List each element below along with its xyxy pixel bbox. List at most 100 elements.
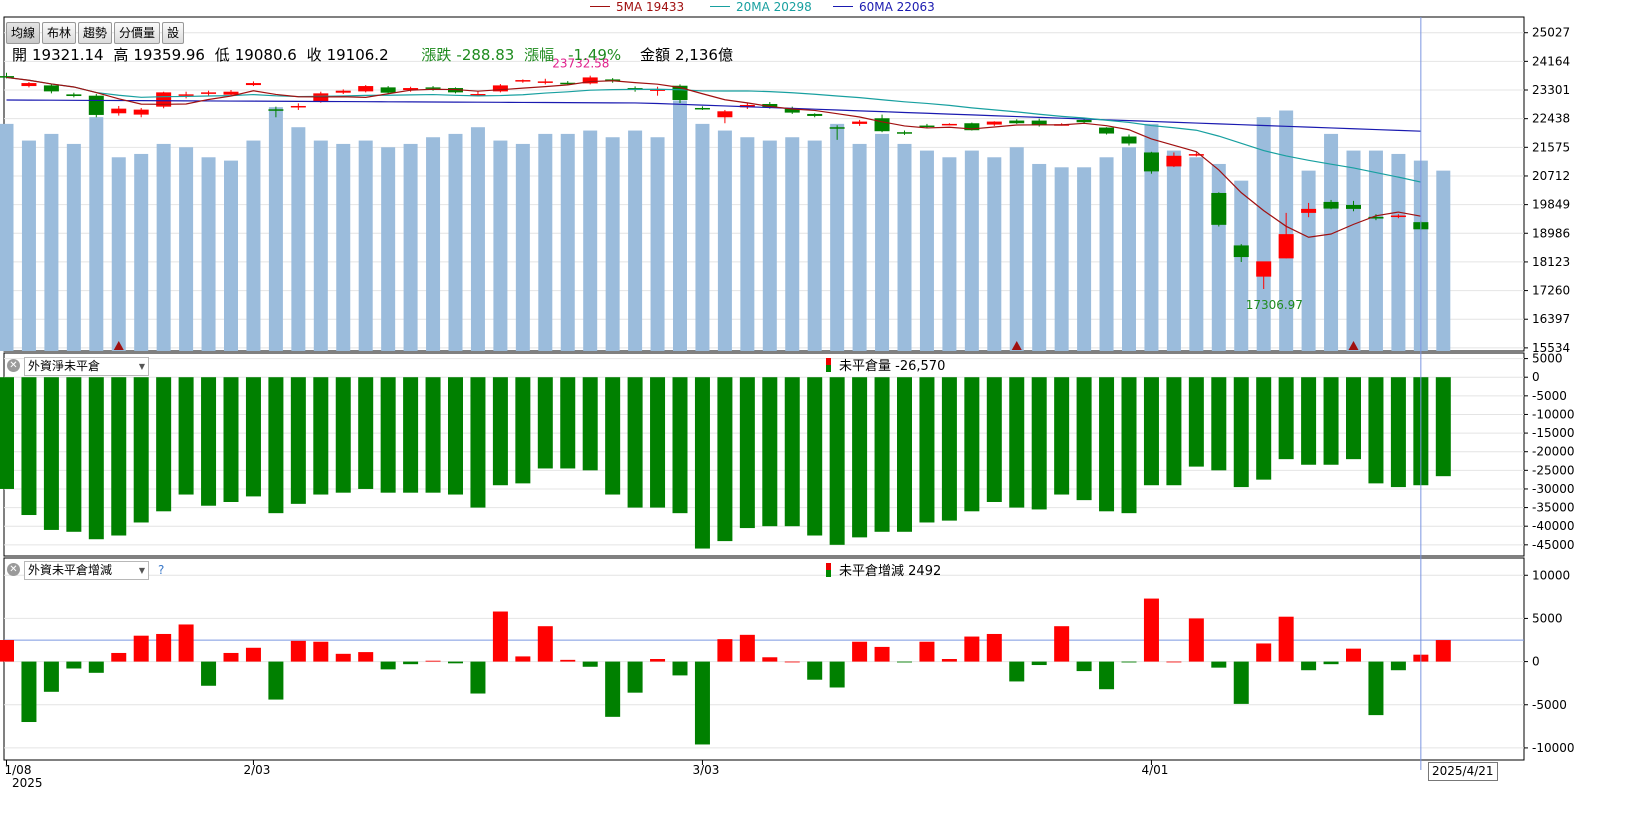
ma60-line bbox=[6, 99, 1421, 132]
open-interest-bar bbox=[245, 377, 261, 497]
oi-change-bar bbox=[919, 641, 935, 662]
open-interest-bar bbox=[21, 377, 37, 516]
open-interest-bar bbox=[313, 377, 329, 495]
change-label: 漲跌 bbox=[421, 46, 452, 64]
x-tick-label: 3/03 bbox=[692, 763, 719, 777]
panel2-indicator-select[interactable]: 外資淨未平倉 ▼ bbox=[24, 357, 149, 376]
volume-bar bbox=[66, 143, 81, 351]
volume-bar bbox=[358, 140, 373, 351]
amount-value: 2,136億 bbox=[675, 46, 733, 64]
oi-change-bar bbox=[1143, 598, 1159, 662]
chart-toolbar: 均線 布林 趨勢 分價量 設 bbox=[6, 22, 185, 44]
open-interest-bar bbox=[582, 377, 598, 471]
open-interest-bar bbox=[1301, 377, 1317, 465]
open-interest-bar bbox=[403, 377, 419, 493]
y-tick-label: -10000 bbox=[1532, 741, 1575, 755]
oi-change-bar bbox=[335, 653, 351, 662]
open-interest-bar bbox=[448, 377, 463, 495]
chevron-down-icon: ▼ bbox=[138, 566, 145, 575]
volume-bar bbox=[1211, 163, 1226, 351]
panel3-indicator-select[interactable]: 外資未平倉增減 ▼ bbox=[24, 561, 149, 580]
candle bbox=[290, 105, 306, 108]
open-interest-bar bbox=[358, 377, 374, 489]
open-interest-bar bbox=[1368, 377, 1384, 484]
open-interest-bar bbox=[1256, 377, 1272, 480]
oi-change-bar bbox=[627, 661, 643, 693]
settings-button[interactable]: 設 bbox=[162, 22, 185, 44]
volume-bar bbox=[21, 140, 36, 351]
oi-change-bar bbox=[358, 652, 374, 662]
volume-bar bbox=[830, 123, 845, 351]
open-interest-bar bbox=[986, 377, 1002, 502]
volume-bar bbox=[1009, 147, 1024, 351]
candle bbox=[111, 108, 127, 114]
open-interest-bar bbox=[1143, 377, 1159, 486]
ma-button[interactable]: 均線 bbox=[6, 22, 41, 44]
red-green-icon bbox=[826, 563, 831, 577]
panel2-title: 未平倉量 -26,570 bbox=[826, 355, 945, 374]
open-interest-bar bbox=[111, 377, 127, 536]
volume-bar bbox=[740, 137, 755, 351]
close-panel3-icon[interactable]: ✕ bbox=[7, 563, 20, 576]
candle bbox=[1301, 208, 1317, 213]
close-panel2-icon[interactable]: ✕ bbox=[7, 359, 20, 372]
y-tick-label: 16397 bbox=[1532, 312, 1570, 326]
open-interest-bar bbox=[897, 377, 912, 532]
close-label: 收 bbox=[306, 46, 322, 64]
volume-bar bbox=[515, 143, 530, 351]
y-tick-label: 20712 bbox=[1532, 169, 1570, 183]
y-tick-label: 25027 bbox=[1532, 26, 1570, 40]
candle bbox=[223, 91, 239, 95]
ohlc-info: 開 19321.14 高 19359.96 低 19080.6 收 19106.2 漲跌… bbox=[12, 44, 738, 65]
open-interest-bar bbox=[1211, 377, 1227, 471]
oi-change-bar bbox=[807, 661, 823, 680]
candle bbox=[1121, 136, 1137, 144]
volume-bar bbox=[0, 123, 14, 351]
oi-change-bar bbox=[1076, 661, 1092, 672]
open-label: 開 bbox=[12, 46, 28, 64]
volume-profile-button[interactable]: 分價量 bbox=[114, 22, 161, 44]
x-tick-label: 2/03 bbox=[243, 763, 270, 777]
candle bbox=[1211, 192, 1227, 225]
open-interest-bar bbox=[156, 377, 172, 512]
ma5-line bbox=[6, 76, 1421, 238]
candle bbox=[88, 95, 104, 115]
candle bbox=[1076, 119, 1092, 123]
open-interest-bar bbox=[1390, 377, 1406, 488]
open-interest-bar bbox=[694, 377, 710, 549]
candle bbox=[941, 123, 957, 126]
high-label: 高 bbox=[113, 46, 129, 64]
open-interest-bar bbox=[672, 377, 688, 514]
open-interest-bar bbox=[223, 377, 239, 502]
amount-label: 金額 bbox=[639, 46, 670, 64]
oi-change-bar bbox=[43, 661, 59, 692]
oi-change-bar bbox=[672, 661, 688, 676]
volume-bar bbox=[538, 133, 553, 351]
volume-bar bbox=[381, 147, 396, 351]
candle bbox=[403, 88, 419, 91]
open-interest-bar bbox=[470, 377, 486, 508]
volume-marker-icon bbox=[113, 341, 124, 350]
help-icon[interactable]: ? bbox=[158, 563, 165, 577]
volume-bar bbox=[134, 153, 149, 351]
volume-bar bbox=[1391, 153, 1406, 351]
volume-bar bbox=[673, 100, 687, 351]
volume-bar bbox=[605, 137, 620, 351]
volume-bar bbox=[1301, 170, 1316, 351]
open-interest-bar bbox=[1166, 377, 1182, 486]
open-interest-bar bbox=[1346, 377, 1361, 460]
candle bbox=[0, 76, 14, 78]
y-tick-label: 5000 bbox=[1532, 611, 1563, 625]
volume-bar bbox=[1324, 133, 1339, 351]
oi-change-bar bbox=[1099, 661, 1115, 690]
open-interest-bar bbox=[0, 377, 14, 489]
bollinger-button[interactable]: 布林 bbox=[42, 22, 77, 44]
volume-bar bbox=[1054, 167, 1069, 351]
y-tick-label: -45000 bbox=[1532, 538, 1575, 552]
y-tick-label: 23301 bbox=[1532, 83, 1570, 97]
trend-button[interactable]: 趨勢 bbox=[78, 22, 113, 44]
candle bbox=[964, 123, 980, 131]
volume-bar bbox=[987, 157, 1002, 351]
y-tick-label: -5000 bbox=[1532, 389, 1567, 403]
